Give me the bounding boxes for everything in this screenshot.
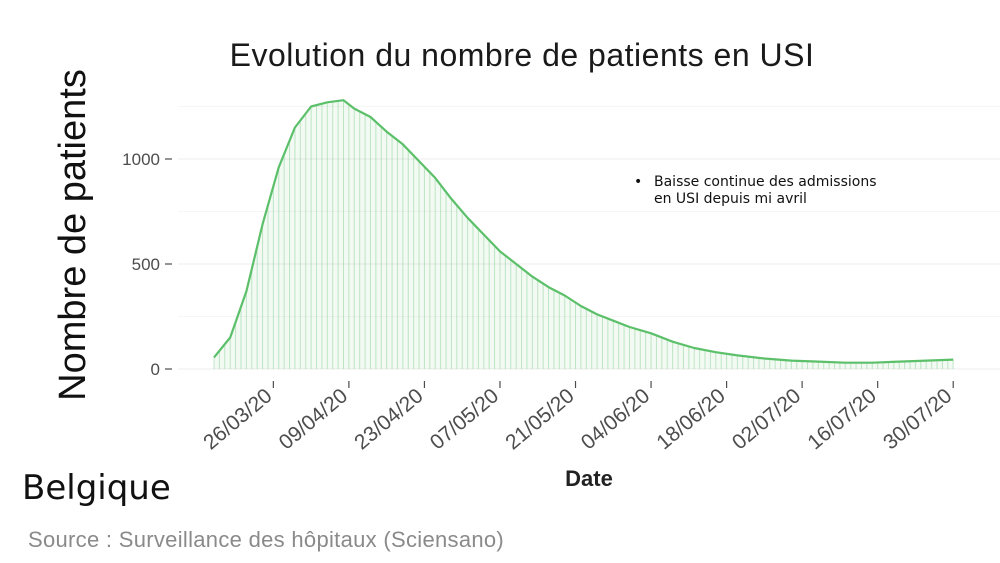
- y-tick-label: 500: [132, 255, 160, 274]
- x-axis-ticks: 26/03/2009/04/2023/04/2007/05/2021/05/20…: [199, 381, 956, 454]
- x-tick-label: 04/06/20: [577, 384, 654, 454]
- gridlines: [178, 106, 1000, 370]
- x-axis-label: Date: [565, 466, 613, 491]
- y-tick-label: 0: [151, 360, 160, 379]
- y-tick-label: 1000: [122, 150, 160, 169]
- annotation-bullet: •: [634, 174, 642, 190]
- y-axis-label: Nombre de patients: [52, 69, 94, 401]
- x-tick-label: 07/05/20: [426, 384, 503, 454]
- chart-annotation: • Baisse continue des admissions en USI …: [634, 174, 877, 207]
- data-area: [213, 99, 954, 369]
- source-note: Source : Surveillance des hôpitaux (Scie…: [28, 527, 505, 552]
- area-fill: [214, 100, 954, 369]
- annotation-text-line-1: Baisse continue des admissions: [654, 174, 877, 190]
- x-tick-label: 16/07/20: [803, 384, 880, 454]
- x-tick-label: 26/03/20: [199, 384, 276, 454]
- region-label: Belgique: [22, 468, 171, 508]
- x-tick-label: 02/07/20: [728, 384, 805, 454]
- x-tick-label: 23/04/20: [350, 384, 427, 454]
- x-tick-label: 09/04/20: [275, 384, 352, 454]
- y-axis-ticks: 0 500 1000: [122, 150, 172, 379]
- annotation-text-line-2: en USI depuis mi avril: [654, 191, 807, 207]
- x-tick-label: 30/07/20: [879, 384, 956, 454]
- x-tick-label: 21/05/20: [501, 384, 578, 454]
- chart-title: Evolution du nombre de patients en USI: [230, 37, 815, 73]
- series-line: [213, 99, 954, 364]
- x-tick-label: 18/06/20: [652, 384, 729, 454]
